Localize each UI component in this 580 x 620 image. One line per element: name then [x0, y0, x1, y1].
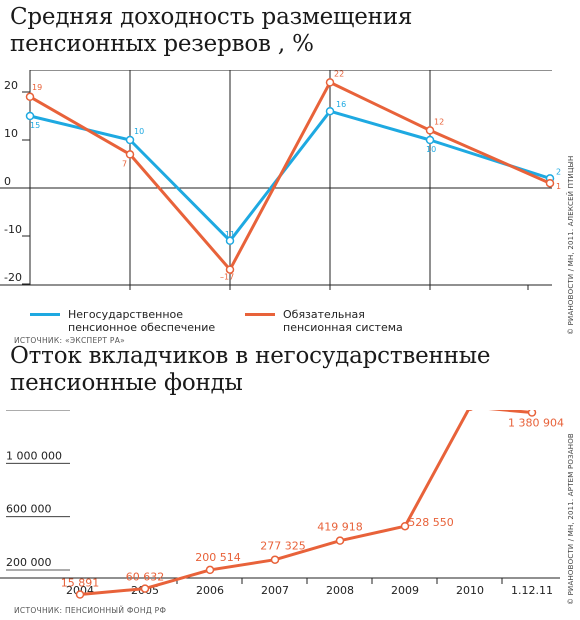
chart1-data-label: 22 — [334, 70, 344, 78]
chart1-point-2 — [125, 150, 135, 159]
chart1-point-2 — [25, 92, 35, 102]
chart2-point — [400, 521, 410, 531]
chart1-data-label: 7 — [122, 159, 127, 168]
chart2-ytick-label: 600 000 — [6, 503, 52, 516]
chart2-point — [75, 590, 85, 599]
chart1-point-1 — [225, 236, 235, 246]
chart2-data-label: 60 632 — [126, 571, 165, 584]
chart2-data-label: 528 550 — [408, 516, 454, 529]
chart2-point — [527, 410, 537, 417]
chart2-ytick-label: 200 000 — [6, 556, 52, 569]
chart1-series-line-1 — [29, 109, 551, 243]
chart2-data-label: 200 514 — [195, 551, 241, 564]
chart2-xtick-label: 1.12.11 — [511, 584, 553, 597]
chart2-title: Отток вкладчиков в негосударственные пен… — [10, 343, 491, 396]
legend-label-2: Обязательная пенсионная система — [283, 308, 403, 334]
chart2-data-label: 1 380 904 — [508, 417, 564, 430]
legend-label-1: Негосударственное пенсионное обеспечение — [68, 308, 216, 334]
chart2-xtick-label: 2006 — [196, 584, 224, 597]
chart1-data-label: 2 — [556, 167, 561, 176]
chart2-point — [335, 536, 345, 545]
chart1-ytick-label: 20 — [4, 79, 18, 92]
chart2-xtick-label: 2010 — [456, 584, 484, 597]
chart1-data-label: 12 — [434, 117, 444, 126]
chart1-series-line-2 — [29, 80, 551, 272]
chart1-point-2 — [545, 178, 555, 188]
chart1-point-2 — [225, 265, 235, 274]
legend-swatch-orange — [245, 313, 275, 316]
chart1-data-label: 10 — [426, 145, 436, 154]
chart2-source: ИСТОЧНИК: ПЕНСИОННЫЙ ФОНД РФ — [14, 606, 167, 615]
chart1-ytick-label: -10 — [4, 223, 22, 236]
chart2-xtick-label: 2007 — [261, 584, 289, 597]
chart1-ytick-label: -20 — [4, 271, 22, 284]
chart1-credit: © РИАНОВОСТИ / МН, 2011. АЛЕКСЕЙ ПТИЦЫН — [567, 155, 575, 335]
chart2-data-label: 419 918 — [317, 521, 363, 534]
chart2-xtick-label: 2008 — [326, 584, 354, 597]
chart2-data-label: 277 325 — [260, 540, 306, 553]
chart1-point-1 — [25, 111, 35, 121]
chart1-source: ИСТОЧНИК: «ЭКСПЕРТ РА» — [14, 336, 126, 345]
chart2-ytick-label: 1 000 000 — [6, 449, 62, 462]
chart1-data-label: 15 — [30, 121, 40, 130]
chart1-data-label: 1 — [556, 182, 561, 191]
chart1-data-label: 16 — [336, 100, 346, 109]
chart1-data-label: -11 — [222, 230, 235, 239]
chart2-point — [270, 555, 280, 564]
chart2-point — [205, 565, 215, 575]
chart1-title: Средняя доходность размещения пенсионных… — [10, 4, 413, 57]
chart1-point-2 — [325, 78, 335, 87]
chart2-data-label: 15 891 — [61, 577, 100, 590]
chart1-point-1 — [425, 135, 435, 145]
chart2-xtick-label: 2009 — [391, 584, 419, 597]
chart1-data-label: 10 — [134, 127, 144, 136]
chart1-data-label: –17 — [220, 273, 234, 282]
chart2-series-line — [79, 410, 533, 597]
chart2-credit: © РИАНОВОСТИ / МН, 2011. АРТЕМ РОЗАНОВ — [567, 433, 575, 605]
chart1-ytick-label: 10 — [4, 127, 18, 140]
chart1-point-1 — [325, 106, 335, 116]
legend-swatch-blue — [30, 313, 60, 316]
chart2-point — [140, 584, 150, 593]
chart1-point-2 — [425, 126, 435, 135]
chart1-point-1 — [125, 135, 135, 145]
chart1-xtick-label: 9 МЕС. — [529, 289, 571, 290]
chart1-ytick-label: 0 — [4, 175, 11, 188]
chart1-data-label: 19 — [32, 83, 42, 92]
